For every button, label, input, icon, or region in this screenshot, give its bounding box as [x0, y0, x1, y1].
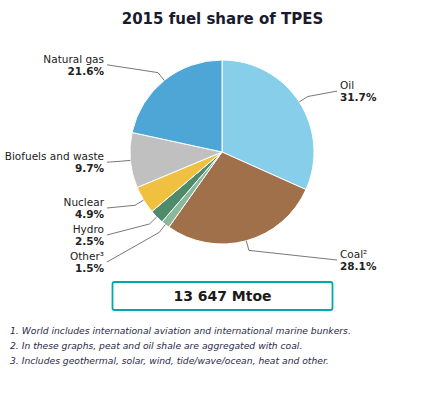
data-label: 4.9%: [75, 208, 105, 220]
slice-label: Biofuels and waste: [5, 150, 104, 162]
slice-label: Hydro: [73, 223, 104, 235]
slice-label: Coal²: [340, 248, 367, 260]
leader-line: [107, 65, 164, 81]
leader-line: [107, 225, 165, 262]
total-box: [113, 282, 333, 310]
footnote: 3. Includes geothermal, solar, wind, tid…: [10, 355, 329, 366]
data-label: 2.5%: [75, 235, 105, 247]
slice: [132, 60, 222, 152]
slice-label: Natural gas: [43, 53, 104, 65]
data-label: 9.7%: [75, 162, 105, 174]
leader-line: [299, 91, 337, 102]
leader-line: [107, 200, 144, 208]
total-label: 13 647 Mtoe: [173, 288, 271, 304]
data-label: 1.5%: [75, 262, 105, 274]
leader-line: [107, 160, 130, 162]
data-label: 21.6%: [68, 65, 105, 77]
data-label: 28.1%: [340, 260, 377, 272]
chart: 2015 fuel share of TPES Oil31.7% Coal²28.1…: [0, 0, 445, 393]
leader-line: [107, 217, 157, 235]
leader-line: [246, 241, 337, 260]
slice-label: Nuclear: [64, 196, 105, 208]
leader-lines: [107, 65, 337, 262]
footnote: 2. In these graphs, peat and oil shale a…: [10, 340, 302, 351]
slice-label: Other³: [70, 250, 104, 262]
title: 2015 fuel share of TPES: [122, 10, 324, 28]
data-label: 31.7%: [340, 91, 377, 103]
footnote: 1. World includes international aviation…: [10, 325, 351, 336]
data-labels: Oil31.7% Coal²28.1% Other³1.5% Hydro2.5% Nuc…: [5, 53, 377, 274]
slice-label: Oil: [340, 79, 354, 91]
slices: [130, 60, 314, 244]
